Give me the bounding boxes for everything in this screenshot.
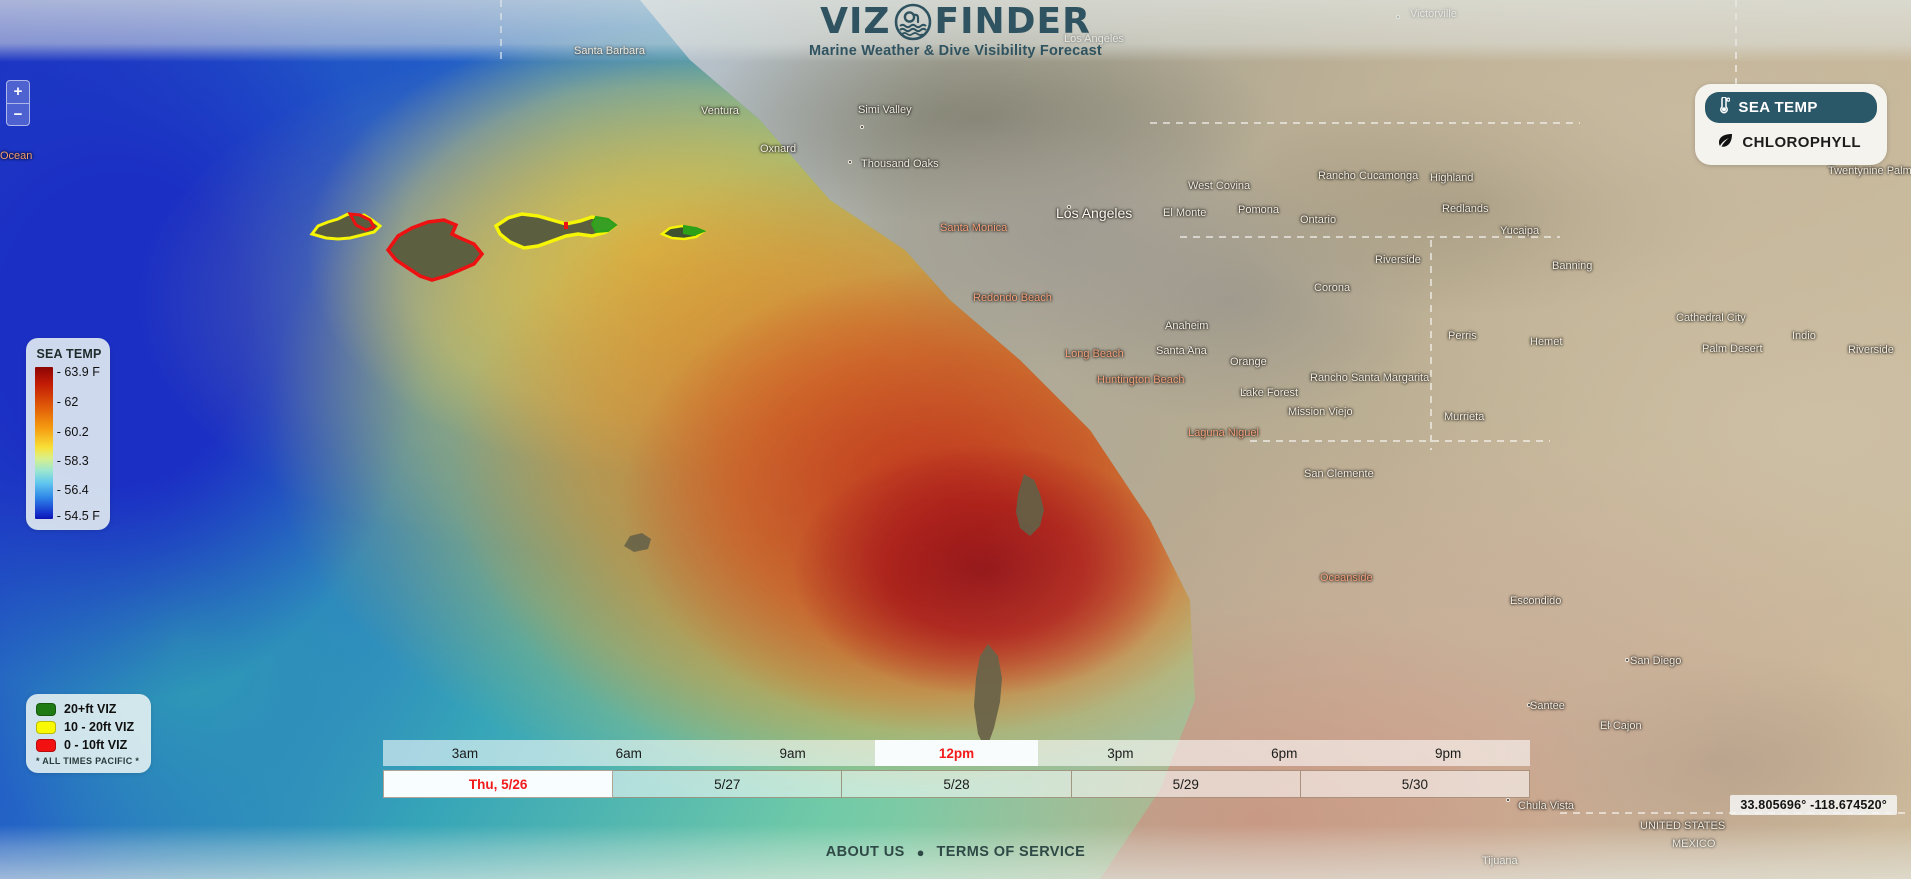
county-boundary [1430, 240, 1432, 450]
viz-legend-note: * ALL TIMES PACIFIC * [36, 756, 140, 766]
layer-button-sea-temp[interactable]: SEA TEMP [1705, 92, 1877, 123]
island-santa-catalina[interactable] [492, 208, 622, 256]
viz-legend-row: 20+ft VIZ [36, 702, 139, 716]
time-cell-9pm[interactable]: 9pm [1434, 745, 1462, 761]
terms-of-service-link[interactable]: TERMS OF SERVICE [936, 844, 1086, 860]
city-marker [1607, 723, 1611, 727]
viz-label-20plus: 20+ft VIZ [64, 702, 117, 716]
footer-separator: ● [916, 844, 925, 860]
island-offshore-2 [962, 640, 1020, 760]
city-marker [848, 160, 852, 164]
viz-label-10-20: 10 - 20ft VIZ [64, 720, 135, 734]
map-zoom-controls[interactable]: + − [6, 80, 30, 126]
time-cell-12pm[interactable]: 12pm [874, 740, 1039, 766]
time-cell-9am[interactable]: 9am [779, 745, 806, 761]
zoom-in-button[interactable]: + [7, 81, 29, 103]
county-boundary [500, 0, 502, 60]
zoom-out-button[interactable]: − [7, 103, 29, 125]
city-marker [1524, 597, 1528, 601]
island-santa-barbara [620, 530, 656, 556]
leaf-icon [1717, 133, 1734, 152]
about-us-link[interactable]: ABOUT US [825, 844, 905, 860]
cursor-coordinates: 33.805696° -118.674520° [1730, 795, 1897, 815]
island-offshore-1 [1000, 470, 1062, 542]
layer-toggle-panel: SEA TEMP CHLOROPHYLL [1695, 84, 1887, 165]
sea-temp-tick-labels: - 63.9 F - 62 - 60.2 - 58.3 - 56.4 - 54.… [56, 364, 103, 523]
temp-tick: - 58.3 [56, 454, 89, 469]
time-cell-3pm[interactable]: 3pm [1107, 745, 1134, 761]
time-cell-6am[interactable]: 6am [615, 745, 642, 761]
time-selector-row: 3am 6am 9am 12pm 3pm 6pm 9pm [383, 740, 1530, 766]
viz-label-0-10: 0 - 10ft VIZ [64, 738, 128, 752]
island-san-clemente[interactable] [659, 222, 708, 244]
date-cell-5-28[interactable]: 5/28 [842, 770, 1072, 798]
sea-temp-color-ramp [35, 367, 53, 519]
layer-label-sea-temp: SEA TEMP [1738, 99, 1818, 116]
logo-word-finder: FINDER [934, 1, 1091, 42]
time-cell-6pm[interactable]: 6pm [1271, 745, 1298, 761]
viz-swatch-red [36, 738, 56, 752]
sea-temp-legend-title: SEA TEMP [36, 347, 102, 361]
date-cell-5-30[interactable]: 5/30 [1300, 770, 1531, 798]
temp-tick: - 60.2 [56, 425, 89, 440]
viz-swatch-yellow [36, 720, 56, 734]
island-viz-outline [385, 218, 485, 282]
viz-swatch-green [36, 702, 56, 716]
island-viz-outline-green [590, 215, 618, 234]
city-marker [1243, 390, 1247, 394]
date-cell-thu-5-26[interactable]: Thu, 5/26 [383, 770, 614, 798]
temp-tick: - 62 [56, 394, 79, 409]
city-marker [1188, 346, 1192, 350]
viz-legend-row: 0 - 10ft VIZ [36, 738, 139, 752]
city-marker [1625, 658, 1629, 662]
temp-tick: - 63.9 F [56, 364, 100, 379]
diver-waves-circle-icon [893, 2, 933, 42]
island-viz-outline-green [683, 224, 707, 237]
layer-button-chlorophyll[interactable]: CHLOROPHYLL [1705, 128, 1877, 157]
city-marker [1067, 205, 1071, 209]
county-boundary [1735, 0, 1737, 130]
city-marker [860, 125, 864, 129]
island-viz-marker-red [564, 222, 568, 229]
app-footer: ABOUT US ● TERMS OF SERVICE [0, 825, 1911, 879]
county-boundary [1250, 440, 1550, 442]
island-viz-outline-red [347, 212, 377, 232]
island-santa-cruz[interactable] [382, 216, 492, 286]
time-cell-3am[interactable]: 3am [451, 745, 479, 761]
date-selector-row: Thu, 5/26 5/27 5/28 5/29 5/30 [383, 770, 1531, 798]
logo-word-viz: VIZ [820, 1, 891, 42]
visibility-legend: 20+ft VIZ 10 - 20ft VIZ 0 - 10ft VIZ * A… [26, 694, 152, 773]
island-anacapa[interactable] [308, 208, 388, 248]
county-boundary [1150, 122, 1580, 124]
date-cell-5-27[interactable]: 5/27 [613, 770, 843, 798]
sea-temp-legend: SEA TEMP - 63.9 F - 62 - 60.2 - 58.3 - 5… [26, 338, 110, 530]
layer-label-chlorophyll: CHLOROPHYLL [1742, 134, 1861, 151]
app-logo[interactable]: VIZ FINDER [820, 2, 1091, 42]
city-marker [1527, 703, 1531, 707]
city-marker [1506, 798, 1510, 802]
county-boundary [1180, 236, 1560, 238]
viz-legend-row: 10 - 20ft VIZ [36, 720, 139, 734]
city-marker [1396, 15, 1400, 19]
thermometer-icon [1717, 96, 1731, 118]
temp-tick: - 56.4 [56, 483, 89, 498]
date-cell-5-29[interactable]: 5/29 [1071, 770, 1301, 798]
forecast-timeline: 3am 6am 9am 12pm 3pm 6pm 9pm Thu, 5/26 5/27 5/28… [383, 740, 1531, 798]
temp-tick: - 54.5 F [56, 508, 100, 523]
